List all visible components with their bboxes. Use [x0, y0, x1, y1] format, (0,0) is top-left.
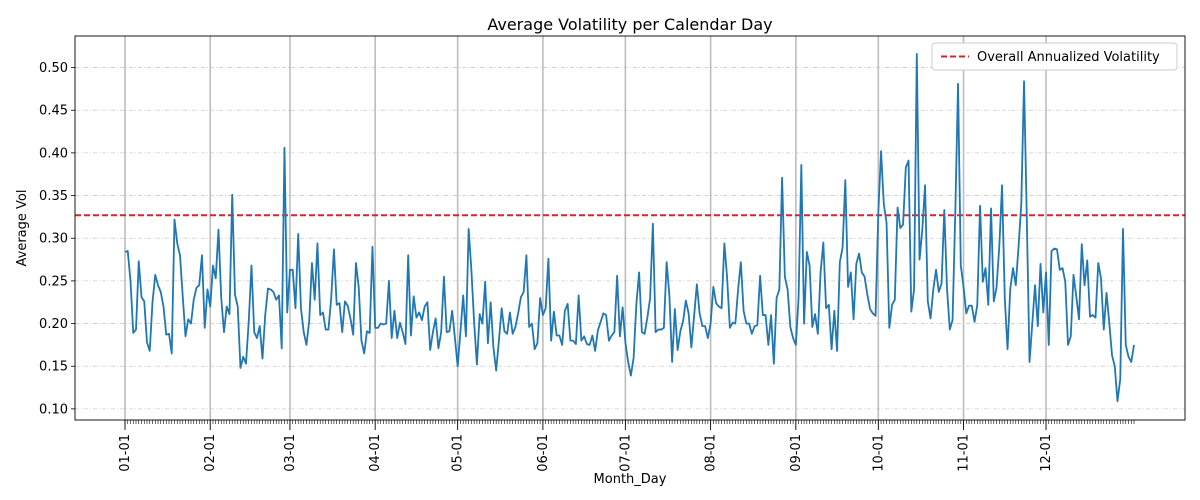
y-axis-label: Average Vol: [15, 190, 30, 267]
y-tick-label: 0.20: [39, 317, 68, 332]
y-tick-label: 0.15: [39, 360, 68, 375]
x-tick-label: 09-01: [789, 434, 804, 472]
x-tick-label: 05-01: [451, 434, 466, 472]
x-axis: 01-01 02-01 03-01 04-01 05-01 06-01 07-01 08-01…: [118, 420, 1135, 472]
plot-frame: [74, 35, 1186, 421]
x-tick-label: 12-01: [1039, 434, 1054, 472]
x-tick-label: 10-01: [871, 434, 886, 472]
x-tick-label: 11-01: [957, 434, 972, 472]
y-tick-label: 0.30: [39, 232, 68, 247]
month-lines: [124, 36, 1047, 420]
x-tick-label: 02-01: [203, 434, 218, 472]
x-tick-label: 07-01: [618, 434, 633, 472]
x-tick-label: 03-01: [283, 434, 298, 472]
y-tick-label: 0.35: [39, 189, 68, 204]
x-tick-label: 08-01: [704, 434, 719, 472]
y-tick-label: 0.25: [39, 274, 68, 289]
x-axis-label: Month_Day: [594, 472, 667, 487]
y-tick-label: 0.50: [39, 61, 68, 76]
x-tick-label: 01-01: [118, 434, 133, 472]
y-tick-label: 0.10: [39, 402, 68, 417]
legend: Overall Annualized Volatility: [931, 42, 1178, 71]
legend-label-reference: Overall Annualized Volatility: [977, 50, 1160, 65]
y-tick-label: 0.45: [39, 104, 68, 119]
series-layer: [124, 53, 1135, 403]
x-tick-label: 06-01: [536, 434, 551, 472]
y-axis: 0.10 0.15 0.20 0.25 0.30 0.35 0.40 0.45 0.50: [39, 61, 75, 417]
series-line-average-vol: [124, 53, 1135, 403]
legend-frame: [931, 42, 1178, 71]
chart-title: Average Volatility per Calendar Day: [487, 15, 772, 34]
x-tick-label: 04-01: [368, 434, 383, 472]
y-tick-label: 0.40: [39, 146, 68, 161]
